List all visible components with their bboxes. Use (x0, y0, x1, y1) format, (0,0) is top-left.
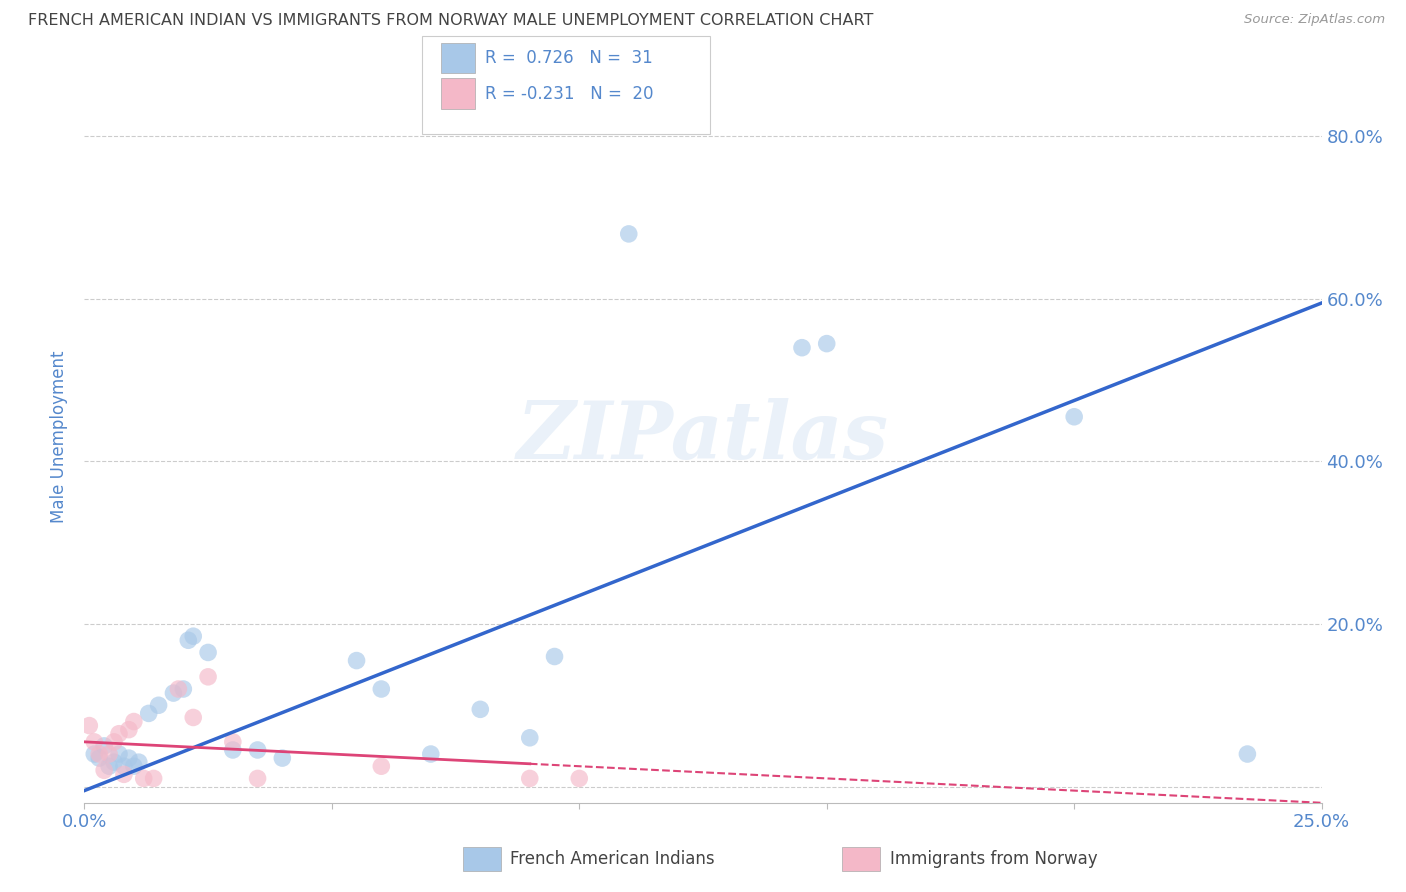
Text: R =  0.726   N =  31: R = 0.726 N = 31 (485, 49, 652, 67)
Point (132, 772, 155, 786)
Point (98, 747, 121, 761)
Point (246, 743, 269, 757)
Point (181, 629, 204, 643)
Text: R = -0.231   N =  20: R = -0.231 N = 20 (485, 85, 654, 103)
Text: FRENCH AMERICAN INDIAN VS IMMIGRANTS FROM NORWAY MALE UNEMPLOYMENT CORRELATION C: FRENCH AMERICAN INDIAN VS IMMIGRANTS FRO… (28, 13, 873, 29)
Point (112, 759, 135, 773)
Point (568, 772, 591, 786)
Text: Immigrants from Norway: Immigrants from Norway (890, 849, 1098, 868)
Point (108, 747, 131, 761)
Point (197, 645, 219, 659)
Point (617, 227, 640, 241)
Point (142, 772, 165, 786)
Point (470, 702, 492, 716)
Point (83, 747, 105, 761)
Point (222, 735, 245, 749)
Point (790, 341, 813, 355)
Point (93, 739, 115, 753)
Point (122, 714, 145, 729)
Y-axis label: Male Unemployment: Male Unemployment (51, 351, 69, 524)
Point (83, 735, 105, 749)
Point (128, 755, 150, 769)
Point (172, 681, 194, 696)
Point (1063, 409, 1085, 424)
Point (79, 718, 101, 732)
Point (419, 747, 441, 761)
Text: ZIPatlas: ZIPatlas (517, 399, 889, 475)
Point (370, 681, 392, 696)
Text: Source: ZipAtlas.com: Source: ZipAtlas.com (1244, 13, 1385, 27)
Text: French American Indians: French American Indians (510, 849, 716, 868)
Point (103, 755, 125, 769)
Point (167, 681, 190, 696)
Point (122, 759, 145, 773)
Point (519, 731, 541, 745)
Point (370, 759, 392, 773)
Point (93, 764, 115, 778)
Point (181, 710, 204, 724)
Point (112, 767, 135, 781)
Point (519, 772, 541, 786)
Point (543, 649, 565, 664)
Point (118, 723, 141, 737)
Point (89, 747, 111, 761)
Point (148, 698, 170, 713)
Point (162, 686, 184, 700)
Point (98, 759, 121, 773)
Point (138, 706, 160, 721)
Point (246, 772, 269, 786)
Point (103, 735, 125, 749)
Point (108, 727, 131, 741)
Point (177, 633, 200, 648)
Point (1236, 747, 1258, 761)
Point (346, 654, 368, 668)
Point (271, 751, 294, 765)
Point (197, 670, 219, 684)
Point (89, 751, 111, 765)
Point (815, 336, 838, 351)
Point (222, 743, 245, 757)
Point (118, 751, 141, 765)
